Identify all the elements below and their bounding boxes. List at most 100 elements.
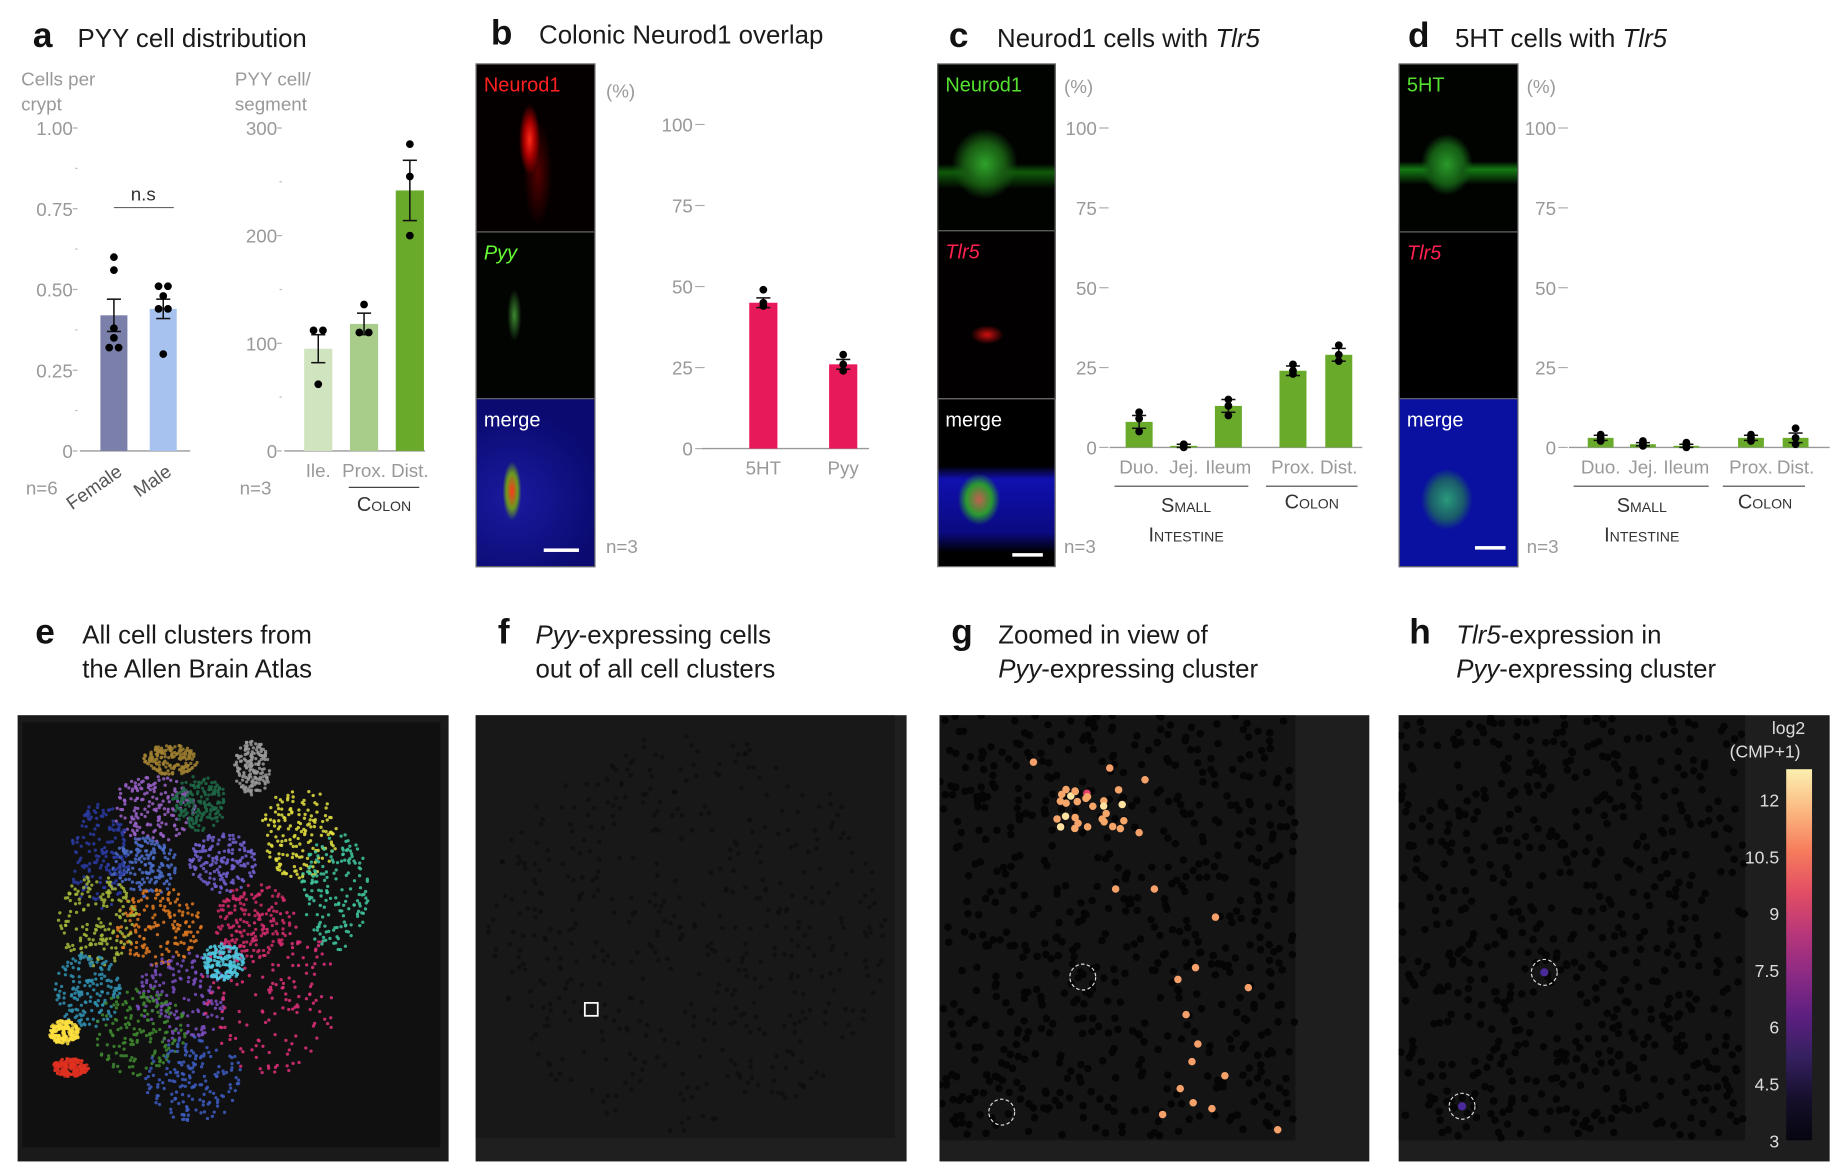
cluster-cell xyxy=(171,985,175,990)
cluster-cell xyxy=(124,926,129,930)
cluster-cell xyxy=(163,1014,168,1018)
cluster-cell xyxy=(108,808,112,812)
cluster-cell xyxy=(90,1008,94,1013)
cluster-cell xyxy=(151,839,155,843)
a-n-right: n=3 xyxy=(239,479,272,500)
cluster-cell xyxy=(151,836,155,840)
cluster-cell xyxy=(135,828,139,833)
cluster-cell xyxy=(157,844,161,848)
g-title-line1: Zoomed in view of xyxy=(998,620,1208,650)
cluster-cell xyxy=(153,881,157,885)
cluster-cell xyxy=(160,821,164,825)
cluster-cell xyxy=(160,952,164,957)
cluster-cell xyxy=(184,920,188,924)
cluster-cell xyxy=(62,931,66,935)
cluster-cell xyxy=(124,854,128,858)
a-n-left: n=6 xyxy=(25,479,58,500)
cluster-cell xyxy=(115,806,119,810)
cluster-cell xyxy=(194,1027,198,1031)
cluster-cell xyxy=(130,817,134,821)
d-group-small-intestine: Small Intestine xyxy=(1571,491,1712,550)
cluster-cell xyxy=(104,854,108,859)
cluster-cell xyxy=(166,872,171,877)
cluster-cell xyxy=(70,993,74,997)
cluster-cell xyxy=(53,987,58,992)
cluster-cell xyxy=(140,787,144,791)
cluster-cell xyxy=(80,824,84,828)
panel-d-letter: d xyxy=(1408,16,1430,56)
cluster-cell xyxy=(101,924,106,928)
cluster-cell xyxy=(184,931,188,935)
cluster-cell xyxy=(145,871,149,875)
cluster-cell xyxy=(131,1071,135,1076)
cluster-cell xyxy=(95,1043,100,1047)
cluster-cell xyxy=(93,827,97,831)
cluster-cell xyxy=(141,836,145,840)
cluster-cell xyxy=(171,955,175,959)
h-title-rest2: -expressing cluster xyxy=(1499,654,1717,684)
cluster-cell xyxy=(140,871,145,875)
cluster-cell xyxy=(152,787,156,791)
cluster-cell xyxy=(165,776,170,780)
cluster-cell xyxy=(167,1046,171,1050)
cluster-cell xyxy=(107,927,111,931)
cluster-cell xyxy=(210,1002,214,1006)
cluster-cell xyxy=(171,973,176,977)
c-image-label: Neurod1 xyxy=(945,73,1022,97)
cluster-cell xyxy=(127,1065,132,1069)
cluster-cell xyxy=(173,853,177,857)
cluster-cell xyxy=(109,902,114,907)
cluster-cell xyxy=(87,817,91,821)
cluster-cell xyxy=(141,877,145,881)
cluster-cell xyxy=(158,825,162,829)
cluster-cell xyxy=(108,880,112,884)
cluster-cell xyxy=(95,805,100,810)
cluster-cell xyxy=(77,901,82,905)
cluster-cell xyxy=(63,967,67,971)
cluster-cell xyxy=(215,1015,219,1019)
cluster-cell xyxy=(118,787,122,791)
cluster-cell xyxy=(161,981,166,985)
panel-f-letter: f xyxy=(497,613,510,652)
cluster-cell xyxy=(127,899,131,904)
cluster-cell xyxy=(99,895,103,899)
cluster-cell xyxy=(84,945,88,949)
cluster-cell xyxy=(67,891,71,895)
cluster-cell xyxy=(173,789,177,793)
cluster-cell xyxy=(182,933,186,937)
cluster-cell xyxy=(63,973,68,977)
cluster-cell xyxy=(105,978,109,983)
cluster-cell xyxy=(138,837,142,841)
cluster-cell xyxy=(166,897,170,901)
cluster-cell xyxy=(113,986,117,991)
cluster-cell xyxy=(175,962,180,966)
cluster-cell xyxy=(146,841,150,845)
cluster-cell xyxy=(154,1064,159,1068)
cluster-cell xyxy=(134,811,138,816)
d-image-label: merge xyxy=(1406,408,1464,431)
c-group-small-intestine: Small Intestine xyxy=(1116,491,1257,550)
cluster-cell xyxy=(165,993,169,997)
cluster-cell xyxy=(79,880,83,884)
cluster-cell xyxy=(174,1009,179,1013)
cluster-cell xyxy=(146,925,151,929)
cluster-cell xyxy=(88,943,92,947)
cluster-cell xyxy=(100,933,104,937)
cluster-cell xyxy=(155,841,159,845)
cluster-cell xyxy=(105,1017,110,1021)
cluster-cell xyxy=(181,959,185,963)
cluster-cell xyxy=(129,914,133,918)
cluster-cell xyxy=(146,856,150,861)
cluster-cell xyxy=(138,1072,142,1077)
cluster-cell xyxy=(158,888,162,893)
cluster-cell xyxy=(157,806,161,810)
cluster-cell xyxy=(96,823,101,828)
cluster-cell xyxy=(208,988,212,993)
cluster-cell xyxy=(156,892,160,896)
cluster-cell xyxy=(199,1028,204,1032)
cluster-cell xyxy=(71,986,76,990)
cluster-cell xyxy=(112,1062,116,1067)
cluster-cell xyxy=(76,990,80,994)
cluster-cell xyxy=(116,928,120,932)
cluster-cell xyxy=(92,842,96,846)
